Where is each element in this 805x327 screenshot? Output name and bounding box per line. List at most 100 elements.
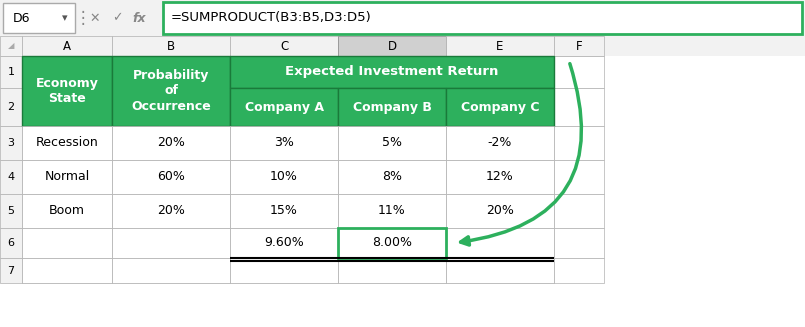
Bar [0, 126, 22, 160]
Bar [338, 160, 446, 194]
Text: 2: 2 [7, 102, 14, 112]
Bar [112, 160, 230, 194]
Text: 3%: 3% [274, 136, 294, 149]
Bar [0, 0, 805, 36]
Text: 5: 5 [7, 206, 14, 216]
Text: C: C [280, 40, 288, 53]
Bar [22, 126, 112, 160]
Text: E: E [497, 40, 504, 53]
Text: =SUMPRODUCT(B3:B5,D3:D5): =SUMPRODUCT(B3:B5,D3:D5) [171, 11, 372, 25]
Bar [112, 56, 230, 88]
Text: 7: 7 [7, 266, 14, 276]
Text: 8%: 8% [382, 170, 402, 183]
Bar [338, 258, 446, 283]
Bar [112, 258, 230, 283]
Bar [338, 258, 446, 283]
Bar [446, 56, 554, 88]
Text: 4: 4 [7, 172, 14, 182]
Text: 15%: 15% [270, 204, 298, 217]
Bar [22, 126, 112, 160]
Text: 20%: 20% [486, 204, 514, 217]
Bar [0, 194, 22, 228]
Bar [22, 194, 112, 228]
Bar [22, 194, 112, 228]
Bar [554, 258, 604, 283]
Bar [230, 160, 338, 194]
Text: Economy
State: Economy State [35, 77, 98, 105]
Bar [554, 56, 604, 88]
Bar [230, 56, 338, 88]
Bar [22, 160, 112, 194]
Bar [230, 258, 338, 283]
Bar [22, 88, 112, 126]
Text: 1: 1 [7, 67, 14, 77]
Text: A: A [63, 40, 71, 53]
Bar [22, 258, 112, 283]
Bar [0, 36, 805, 56]
Bar [22, 56, 112, 126]
Bar [230, 194, 338, 228]
Text: fx: fx [132, 11, 146, 25]
Text: 8.00%: 8.00% [372, 236, 412, 250]
Bar [338, 36, 446, 56]
Text: 3: 3 [7, 138, 14, 148]
Bar [112, 258, 230, 283]
Bar [230, 228, 338, 258]
Bar [338, 194, 446, 228]
Bar [446, 228, 554, 258]
Text: B: B [167, 40, 175, 53]
Bar [446, 88, 554, 126]
Text: ⋮: ⋮ [75, 9, 91, 27]
Text: Normal: Normal [44, 170, 89, 183]
Bar [112, 88, 230, 126]
Text: 20%: 20% [157, 204, 185, 217]
Bar [22, 228, 112, 258]
Text: D6: D6 [13, 11, 31, 25]
Bar [446, 194, 554, 228]
Bar [230, 88, 338, 126]
Text: ▾: ▾ [62, 13, 68, 23]
Text: 10%: 10% [270, 170, 298, 183]
Bar [230, 126, 338, 160]
Text: F: F [576, 40, 582, 53]
Bar [0, 88, 22, 126]
Bar [446, 88, 554, 126]
Bar [112, 56, 230, 126]
Bar [230, 36, 338, 56]
Text: 60%: 60% [157, 170, 185, 183]
Bar [554, 228, 604, 258]
Bar [554, 88, 604, 126]
Bar [112, 126, 230, 160]
Text: D: D [387, 40, 397, 53]
Bar [0, 36, 22, 56]
Bar [446, 228, 554, 258]
Bar [338, 228, 446, 258]
Text: Boom: Boom [49, 204, 85, 217]
Text: Recession: Recession [35, 136, 98, 149]
Bar [0, 228, 22, 258]
Bar [230, 194, 338, 228]
Bar [446, 258, 554, 283]
Text: Probability
of
Occurrence: Probability of Occurrence [131, 70, 211, 112]
Bar [22, 56, 112, 88]
Bar [338, 126, 446, 160]
Bar [446, 160, 554, 194]
Bar [338, 228, 446, 258]
Bar [112, 194, 230, 228]
Bar [22, 228, 112, 258]
Bar [338, 126, 446, 160]
Bar [446, 194, 554, 228]
Text: 12%: 12% [486, 170, 514, 183]
Bar [554, 36, 604, 56]
Text: 20%: 20% [157, 136, 185, 149]
Bar [446, 160, 554, 194]
Bar [22, 258, 112, 283]
Bar [112, 36, 230, 56]
Bar [554, 160, 604, 194]
Text: 6: 6 [7, 238, 14, 248]
Bar [338, 88, 446, 126]
Text: Company A: Company A [245, 100, 324, 113]
Bar [230, 56, 554, 88]
Text: 5%: 5% [382, 136, 402, 149]
Bar [446, 126, 554, 160]
